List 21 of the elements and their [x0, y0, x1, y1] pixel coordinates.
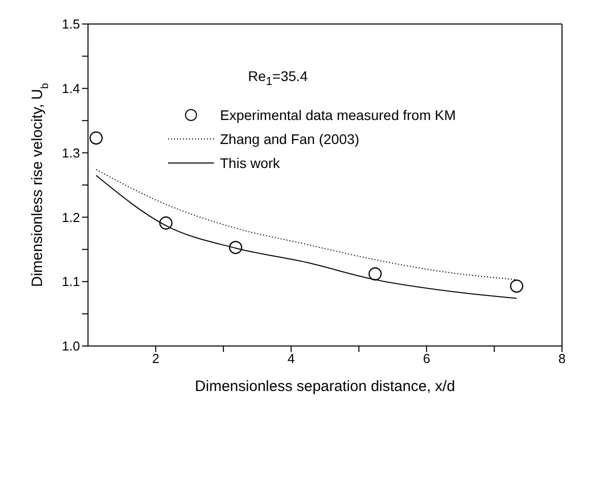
- point: [159, 216, 172, 230]
- y-tick-label: 1.4: [62, 81, 80, 96]
- x-tick-label: 6: [422, 351, 430, 366]
- legend-label: Zhang and Fan (2003): [220, 131, 360, 147]
- point: [90, 131, 103, 145]
- x-tick-label: 4: [288, 351, 295, 366]
- legend-label: This work: [220, 155, 280, 171]
- point: [368, 267, 382, 280]
- y-tick-label: 1.0: [62, 338, 80, 354]
- x-axis-title: Dimensionless separation distance, x/d: [194, 378, 456, 395]
- y-tick-label: 1.2: [62, 210, 80, 225]
- x-tick-label: 8: [558, 351, 566, 366]
- annotation: Re$_{1}$=35.4: [248, 68, 308, 88]
- y-tick-label: 1.5: [62, 16, 80, 32]
- point: [510, 280, 524, 293]
- y-tick-label: 1.1: [62, 274, 80, 290]
- legend-label: Experimental data measured from KM: [220, 107, 456, 123]
- line-series: [96, 174, 518, 299]
- y-tick-label: 1.3: [62, 145, 80, 160]
- x-tick-label: 2: [152, 351, 160, 366]
- point: [229, 240, 242, 254]
